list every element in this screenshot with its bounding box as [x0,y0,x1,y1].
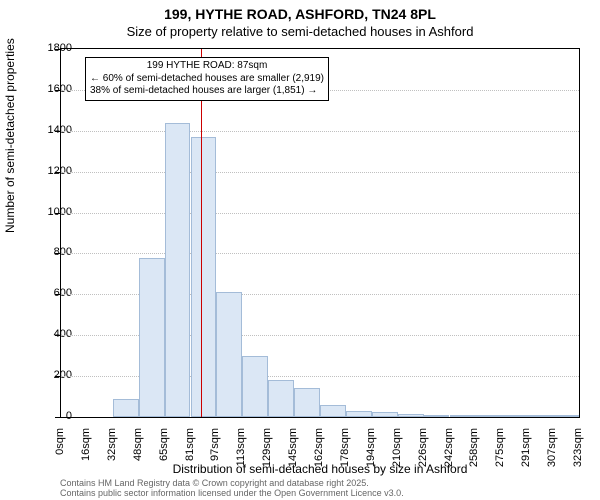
chart-footer: Contains HM Land Registry data © Crown c… [60,478,580,499]
footer-line2: Contains public sector information licen… [60,488,580,498]
gridline [61,213,579,214]
y-axis-title: Number of semi-detached properties [3,38,17,233]
histogram-bar [139,258,165,417]
annotation-box: 199 HYTHE ROAD: 87sqm← 60% of semi-detac… [85,57,329,101]
histogram-bar [398,414,424,417]
histogram-bar [372,412,398,417]
histogram-bar [242,356,268,417]
histogram-bar [450,415,476,417]
histogram-bar [424,415,450,417]
histogram-bar [268,380,294,417]
histogram-bar [191,137,217,417]
histogram-bar [165,123,191,417]
histogram-bar [553,415,579,417]
chart-title-line2: Size of property relative to semi-detach… [0,24,600,39]
histogram-bar [113,399,139,417]
histogram-bar [527,415,553,417]
chart-title-line1: 199, HYTHE ROAD, ASHFORD, TN24 8PL [0,6,600,22]
reference-line [201,49,202,417]
footer-line1: Contains HM Land Registry data © Crown c… [60,478,580,488]
gridline [61,172,579,173]
plot-area: 199 HYTHE ROAD: 87sqm← 60% of semi-detac… [60,48,580,418]
histogram-bar [346,411,372,417]
histogram-bar [320,405,346,417]
histogram-bar [294,388,320,417]
chart-container: 199, HYTHE ROAD, ASHFORD, TN24 8PL Size … [0,0,600,500]
histogram-bar [475,415,501,417]
gridline [61,131,579,132]
histogram-bar [216,292,242,417]
x-axis-title: Distribution of semi-detached houses by … [60,462,580,476]
histogram-bar [501,415,527,417]
gridline [61,253,579,254]
